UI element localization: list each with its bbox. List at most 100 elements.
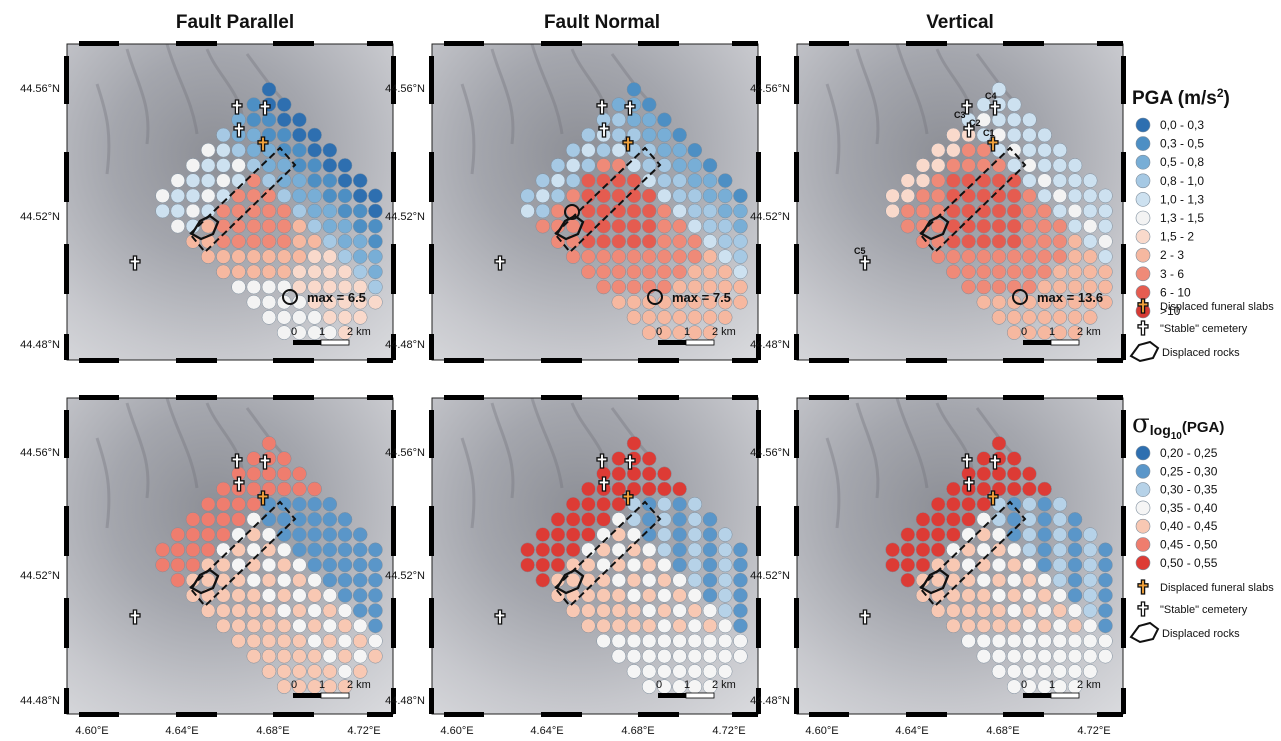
pga-circle — [565, 249, 581, 264]
sigma-circle — [200, 512, 216, 527]
sigma-circle — [307, 527, 322, 542]
map-panel-r1-c2: max = 7.5 0 1 2 km 44.56°N 44.52°N 44.48°N — [385, 41, 761, 363]
pga-circle — [946, 203, 961, 219]
sigma-circle — [307, 481, 322, 497]
pga-circle — [307, 279, 322, 295]
sigma-circle — [1006, 633, 1022, 649]
sigma-circle — [1052, 664, 1068, 679]
pga-circle — [246, 158, 262, 173]
legend-pga-title-close: ) — [1224, 88, 1230, 109]
sigma-circle — [246, 648, 262, 664]
frame-block — [429, 506, 434, 556]
pga-circle — [276, 188, 292, 204]
longitude-label: 4.64°E — [530, 725, 563, 737]
pga-circle — [1067, 264, 1083, 280]
frame-block — [391, 244, 396, 294]
pga-circle — [1052, 173, 1068, 188]
pga-circle — [1037, 188, 1052, 204]
sigma-circle — [276, 603, 292, 618]
pga-circle — [307, 158, 322, 173]
sigma-circle — [1067, 572, 1083, 588]
sigma-circle — [200, 496, 216, 512]
frame-block — [1003, 41, 1044, 46]
frame-block — [756, 152, 761, 202]
sigma-circle — [930, 542, 946, 558]
pga-circle — [352, 294, 368, 310]
sigma-circle — [261, 588, 277, 603]
stable-cemetery-legend-icon — [1137, 601, 1149, 617]
pga-circle — [991, 279, 1007, 295]
sigma-circle — [261, 603, 277, 618]
sigma-circle — [1022, 664, 1037, 679]
sigma-circle — [337, 618, 353, 634]
pga-circle — [1098, 234, 1113, 249]
sigma-circle — [307, 542, 322, 558]
pga-circle — [657, 218, 672, 234]
pga-circle — [641, 158, 657, 173]
pga-circle — [185, 203, 201, 219]
frame-block — [541, 712, 582, 717]
pga-circle — [733, 249, 748, 264]
sigma-circle — [1006, 451, 1022, 466]
pga-circle — [246, 112, 262, 128]
sigma-circle — [1022, 512, 1037, 527]
sigma-circle — [1052, 618, 1068, 634]
frame-block — [367, 41, 393, 46]
pga-circle — [717, 279, 733, 295]
sigma-circle — [1037, 512, 1052, 527]
pga-circle — [535, 188, 551, 204]
sigma-circle — [170, 542, 186, 558]
pga-circle — [930, 142, 946, 158]
sigma-circle — [885, 542, 900, 558]
sigma-circle — [611, 527, 627, 542]
legend-symbols: Displaced funeral slabs "Stable" cemetery… — [1129, 298, 1274, 644]
pga-circle — [322, 234, 338, 249]
sigma-circle — [322, 603, 338, 618]
sigma-circle — [307, 664, 322, 679]
legend-label: 0,0 - 0,3 — [1160, 118, 1204, 132]
pga-circle — [687, 310, 703, 325]
frame-block — [367, 395, 393, 400]
max-label: max = 6.5 — [307, 290, 366, 305]
sigma-circle — [596, 496, 611, 512]
legend-swatch — [1135, 555, 1151, 571]
sigma-circle — [565, 512, 581, 527]
frame-block — [809, 712, 849, 717]
sigma-circle — [657, 572, 672, 588]
column-title-vertical: Vertical — [926, 12, 994, 33]
frame-block — [176, 358, 217, 363]
pga-circle — [641, 142, 657, 158]
latitude-label: 44.52°N — [20, 570, 60, 582]
sigma-circle — [307, 588, 322, 603]
pga-circle — [1052, 234, 1068, 249]
pga-circle — [687, 218, 703, 234]
longitude-label: 4.68°E — [986, 725, 1019, 737]
sigma-circle — [1006, 572, 1022, 588]
pga-circle — [185, 188, 201, 204]
sigma-circle — [368, 603, 383, 618]
sigma-circle — [1052, 512, 1068, 527]
sigma-circle — [276, 481, 292, 497]
sigma-circle — [930, 527, 946, 542]
sigma-circle — [1098, 542, 1113, 558]
legend-label: 1,3 - 1,5 — [1160, 211, 1204, 225]
pga-circle — [717, 218, 733, 234]
frame-block — [444, 41, 484, 46]
pga-circle — [991, 264, 1007, 280]
pga-circle — [611, 249, 627, 264]
pga-circle — [596, 218, 611, 234]
latitude-label: 44.48°N — [385, 695, 425, 707]
pga-circle — [657, 234, 672, 249]
pga-circle — [611, 264, 627, 280]
pga-circle — [231, 173, 246, 188]
sigma-circle — [1098, 618, 1113, 634]
pga-circle — [1006, 158, 1022, 173]
sigma-circle — [626, 648, 642, 664]
scalebar-label-0: 0 — [1021, 679, 1027, 691]
pga-circle — [626, 158, 642, 173]
sigma-circle — [976, 481, 992, 497]
sigma-circle — [246, 496, 262, 512]
pga-circle — [352, 279, 368, 295]
frame-block — [638, 395, 679, 400]
sigma-circle — [733, 588, 748, 603]
